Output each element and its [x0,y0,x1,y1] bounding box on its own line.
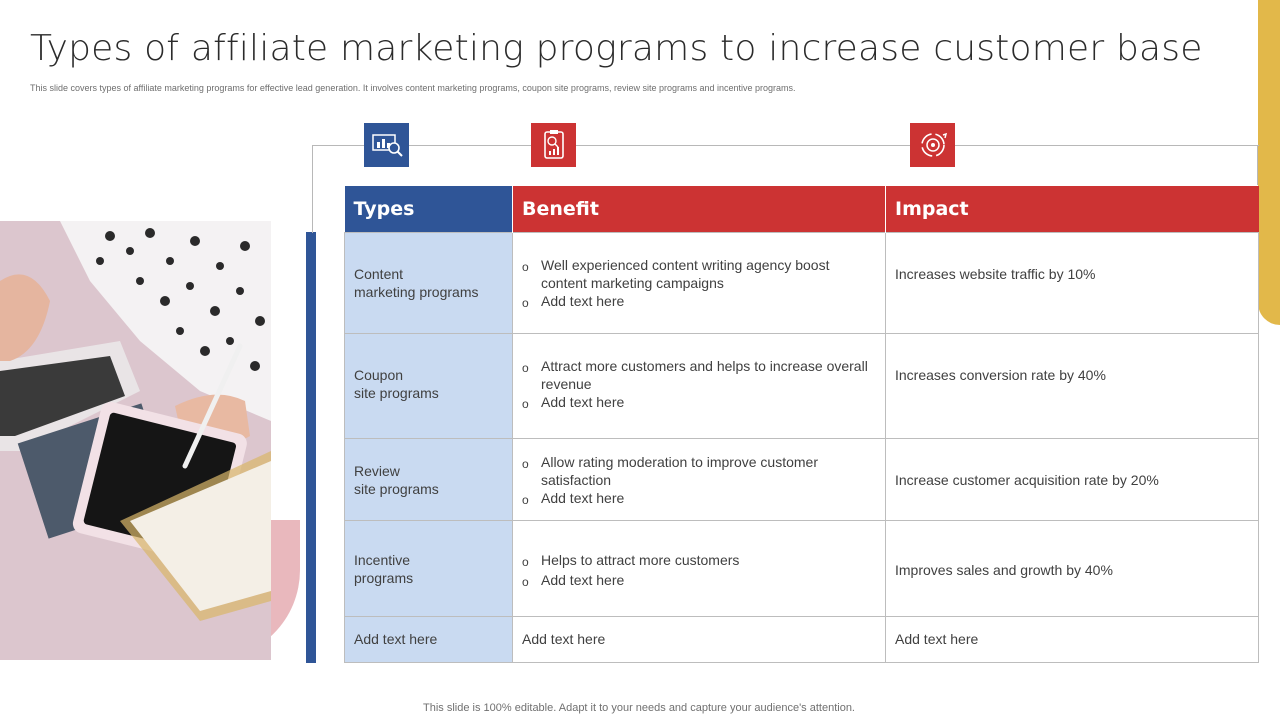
impact-cell: Increase customer acquisition rate by 20… [885,437,1259,521]
type-label: Incentive [354,551,411,568]
slide-title: Types of affiliate marketing programs to… [30,28,1203,69]
bullet-circle-icon: o [522,574,529,589]
type-label: programs [354,569,414,586]
impact-header: Impact [885,186,1259,232]
benefit-bullet: o Allow rating moderation to improve cust… [522,453,819,488]
connector-line [312,145,1259,146]
type-cell: Review site programs [344,437,513,521]
benefit-bullet: o Add text here [522,292,625,310]
target-cycle-icon [910,123,955,167]
bullet-circle-icon: o [522,396,529,411]
blue-accent-bar [306,232,316,663]
laptop-tablet-photo [0,221,271,660]
benefit-cell: o Attract more customers and helps to inc… [512,332,886,439]
footer-note: This slide is 100% editable. Adapt it to… [423,702,855,714]
slide-subtitle: This slide covers types of affiliate mar… [30,83,796,93]
type-label: site programs [354,384,439,401]
types-header: Types [344,186,513,232]
bullet-circle-icon: o [522,295,529,310]
bullet-circle-icon: o [522,259,529,274]
benefit-cell: Add text here [512,615,886,663]
benefit-cell: o Helps to attract more customers o Add te… [512,519,886,617]
type-label: Content [354,265,404,282]
bullet-circle-icon: o [522,492,529,507]
benefit-bullet: o Helps to attract more customers [522,551,740,569]
benefit-cell: o Well experienced content writing agency… [512,231,886,334]
benefit-bullet: o Add text here [522,571,625,589]
type-cell: Incentive programs [344,519,513,617]
impact-cell: Increases conversion rate by 40% [885,332,1259,439]
impact-cell: Improves sales and growth by 40% [885,519,1259,617]
bullet-circle-icon: o [522,456,529,471]
gold-accent-tab [1258,0,1280,325]
type-label: Coupon [354,366,404,383]
report-chart-icon [531,123,576,167]
type-label: marketing programs [354,283,479,300]
benefit-header: Benefit [512,186,886,232]
impact-cell: Add text here [885,615,1259,663]
connector-line [312,145,313,233]
table-row: Add text here Add text here Add text her… [344,615,1259,663]
bullet-circle-icon: o [522,554,529,569]
benefit-bullet: o Well experienced content writing agency… [522,256,830,291]
table-row: Content marketing programs o Well experie… [344,231,1259,334]
table-row: Coupon site programs o Attract more custo… [344,332,1259,439]
type-cell: Add text here [344,615,513,663]
type-label: site programs [354,480,439,497]
type-cell: Content marketing programs [344,231,513,334]
affiliate-programs-table: Types Benefit Impact Content marketing p… [344,186,1259,663]
connector-line [1257,145,1258,185]
benefit-bullet: o Attract more customers and helps to inc… [522,357,868,392]
table-row: Review site programs o Allow rating moder… [344,437,1259,521]
type-cell: Coupon site programs [344,332,513,439]
table-header-row: Types Benefit Impact [344,186,1259,232]
analytics-search-icon [364,123,409,167]
bullet-circle-icon: o [522,360,529,375]
benefit-bullet: o Add text here [522,393,625,411]
benefit-cell: o Allow rating moderation to improve cust… [512,437,886,521]
type-label: Review [354,462,400,479]
table-row: Incentive programs o Helps to attract mor… [344,519,1259,617]
benefit-bullet: o Add text here [522,489,625,507]
impact-cell: Increases website traffic by 10% [885,231,1259,334]
